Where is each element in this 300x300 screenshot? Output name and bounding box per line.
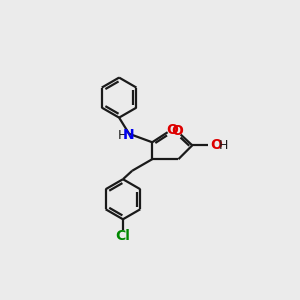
Text: H: H [118,129,127,142]
Text: O: O [171,124,183,138]
Text: N: N [122,128,134,142]
Text: Cl: Cl [116,229,130,243]
Text: H: H [218,139,228,152]
Text: O: O [166,123,178,137]
Text: O: O [211,138,223,152]
